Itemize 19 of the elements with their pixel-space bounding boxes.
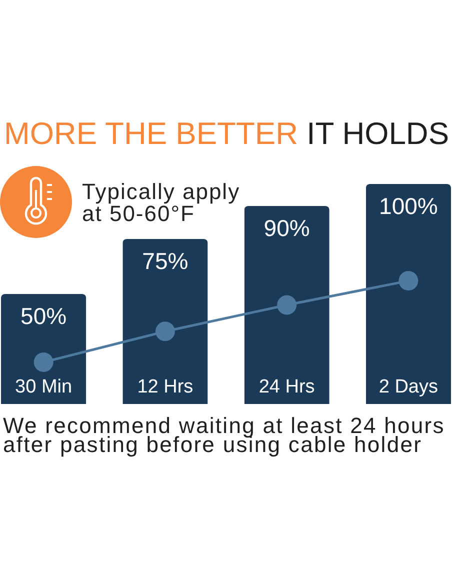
bar [122,239,208,404]
x-tick-label: 2 Days [378,376,438,398]
text: We recommend waiting at least 24 hours after pasting before using cable holder [3,413,446,457]
x-tick-label: 12 Hrs [137,376,194,398]
x-tick-label: 24 Hrs [258,376,315,398]
point [398,271,418,291]
chart-title: MORE THE BETTER IT HOLDS [4,116,449,151]
point [277,295,297,315]
data-label: 100% [379,193,438,219]
data-label: 75% [142,248,188,274]
data-label: 90% [264,215,310,241]
point [155,322,175,342]
bar [1,294,86,404]
data-label: 50% [20,303,67,329]
point [34,352,54,372]
x-tick-label: 30 Min [15,376,72,398]
bar [366,184,451,404]
bar [244,206,330,404]
annotation: Typically apply at 50-60°F [82,179,242,226]
